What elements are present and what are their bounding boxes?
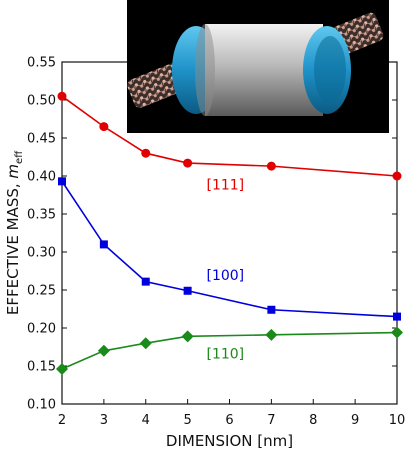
data-point	[97, 344, 110, 357]
x-tick-label: 7	[267, 413, 275, 428]
data-point	[183, 158, 193, 168]
series-label: [100]	[206, 268, 244, 284]
right-ring-face	[314, 36, 346, 104]
x-tick-label: 4	[142, 413, 150, 428]
x-axis: 2 3 4 5 6 7 8 9 10	[58, 399, 405, 428]
y-axis-title-subscript: eff	[14, 150, 25, 164]
y-tick-label: 0.45	[27, 132, 56, 147]
data-point	[56, 363, 68, 376]
series-line	[61, 95, 398, 177]
data-point	[99, 240, 108, 249]
data-point	[139, 337, 152, 350]
data-point	[266, 161, 276, 171]
series-line	[61, 331, 398, 370]
cylinder-left-edge	[195, 24, 215, 116]
x-tick-label: 10	[389, 413, 406, 428]
series-label: [111]	[206, 178, 244, 194]
series-circle: [111]	[57, 91, 402, 194]
data-point	[265, 328, 278, 341]
data-point	[183, 286, 192, 295]
y-tick-label: 0.20	[27, 322, 56, 337]
series-label: [110]	[206, 346, 244, 362]
data-point	[141, 148, 151, 158]
series-layer: [111] [100] [110]	[56, 91, 403, 376]
y-axis-title-main: EFFECTIVE MASS,	[4, 179, 22, 316]
x-axis-title: DIMENSION [nm]	[166, 432, 293, 450]
nanowire-device-illustration	[127, 0, 389, 133]
y-tick-label: 0.30	[27, 246, 56, 261]
y-tick-label: 0.50	[27, 94, 56, 109]
data-point	[58, 177, 66, 186]
series-line	[61, 180, 398, 318]
data-point	[99, 122, 109, 132]
data-point	[392, 171, 402, 181]
y-axis-title-symbol: m	[4, 164, 22, 179]
x-tick-label: 5	[183, 413, 191, 428]
series-diamond: [110]	[56, 326, 403, 376]
x-tick-label: 8	[309, 413, 317, 428]
y-tick-label: 0.10	[27, 398, 56, 413]
data-point	[267, 305, 276, 314]
data-point	[391, 326, 403, 339]
data-point	[181, 330, 194, 343]
x-tick-label: 3	[100, 413, 108, 428]
x-tick-label: 9	[351, 413, 359, 428]
series-square: [100]	[58, 177, 401, 321]
y-axis-title: EFFECTIVE MASS, meff	[4, 150, 25, 315]
x-tick-label: 2	[58, 413, 66, 428]
y-tick-label: 0.40	[27, 170, 56, 185]
y-tick-label: 0.15	[27, 360, 56, 375]
y-tick-label: 0.55	[27, 56, 56, 71]
x-tick-label: 6	[225, 413, 233, 428]
y-axis: 0.10 0.15 0.20 0.25 0.30 0.35 0.40 0.45 0.50 0.55	[27, 56, 397, 413]
data-point	[57, 91, 67, 101]
y-tick-label: 0.25	[27, 284, 56, 299]
data-point	[393, 312, 401, 321]
y-tick-label: 0.35	[27, 208, 56, 223]
data-point	[141, 277, 150, 286]
